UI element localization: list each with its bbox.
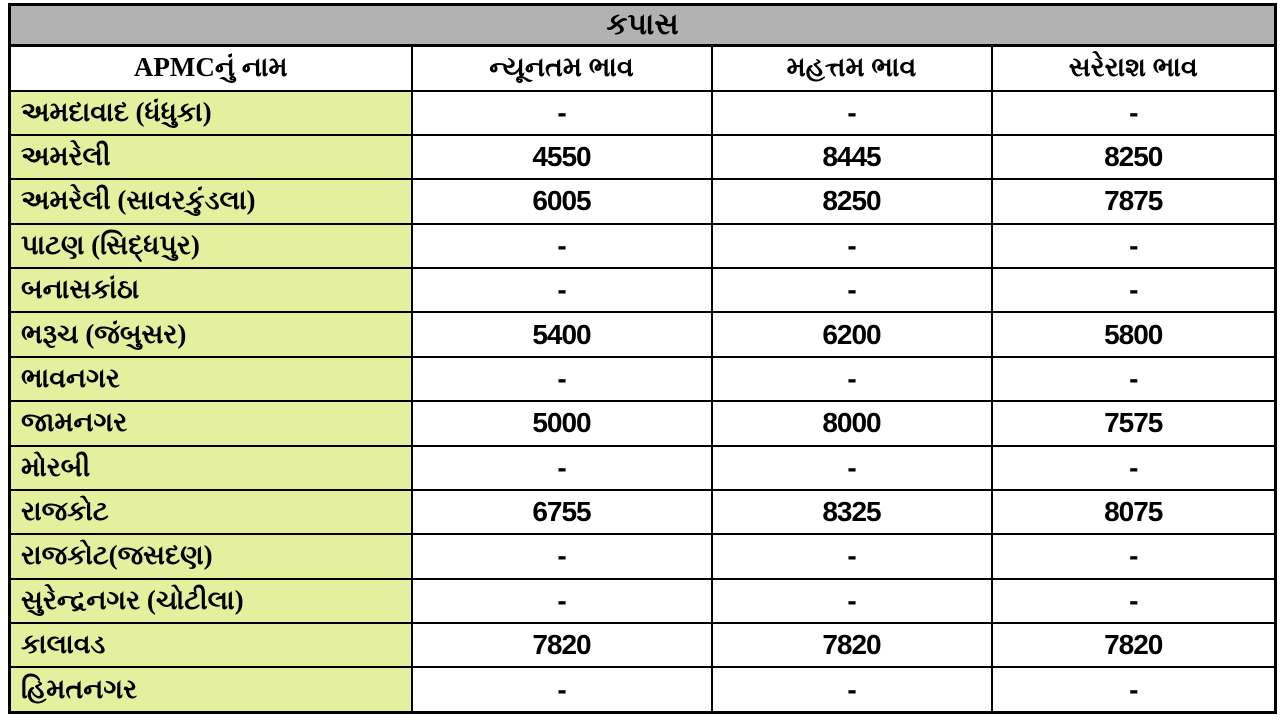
column-header-min-price: ન્યૂનતમ ભાવ (410, 44, 713, 92)
apmc-name-cell: ભાવનગર (8, 355, 413, 403)
table-title-row: કપાસ (8, 3, 1277, 47)
table-row: અમરેલી (સાવરકુંડલા) 6005 8250 7875 (8, 178, 1277, 225)
price-value-cell: 7575 (990, 400, 1277, 447)
price-value-cell: 7820 (410, 621, 713, 669)
commodity-title: કપાસ (8, 3, 1277, 47)
apmc-name-cell: હિમતનગર (8, 666, 413, 714)
price-value-cell: - (710, 444, 993, 491)
column-header-apmc-name: APMCનું નામ (8, 44, 413, 92)
table-row: અમદાવાદ (ધંધુકા) - - - (8, 89, 1277, 136)
price-value-cell: - (990, 222, 1277, 270)
table-row: સુરેન્દ્રનગર (ચોટીલા) - - - (8, 577, 1277, 625)
price-value-cell: - (990, 666, 1277, 714)
apmc-name-cell: અમદાવાદ (ધંધુકા) (8, 89, 413, 136)
price-value-cell: 6005 (410, 178, 713, 225)
table-row: પાટણ (સિદ્ધપુર) - - - (8, 222, 1277, 270)
apmc-name-cell: અમરેલી (સાવરકુંડલા) (8, 178, 413, 225)
price-value-cell: 8445 (710, 133, 993, 181)
table-row: ભાવનગર - - - (8, 355, 1277, 403)
table-row: ભરૂચ (જંબુસર) 5400 6200 5800 (8, 311, 1277, 358)
apmc-name-cell: અમરેલી (8, 133, 413, 181)
table-row: હિમતનગર - - - (8, 666, 1277, 714)
price-value-cell: - (990, 355, 1277, 403)
price-value-cell: - (410, 444, 713, 491)
price-value-cell: 8075 (990, 488, 1277, 536)
table-row: મોરબી - - - (8, 444, 1277, 491)
apmc-name-cell: રાજકોટ (8, 488, 413, 536)
column-header-avg-price: સરેરાશ ભાવ (990, 44, 1277, 92)
table-row: અમરેલી 4550 8445 8250 (8, 133, 1277, 181)
price-value-cell: 7820 (990, 621, 1277, 669)
table-row: રાજકોટ(જસદણ) - - - (8, 533, 1277, 580)
table-row: જામનગર 5000 8000 7575 (8, 400, 1277, 447)
price-value-cell: - (990, 89, 1277, 136)
price-value-cell: - (710, 666, 993, 714)
price-value-cell: - (990, 577, 1277, 625)
apmc-name-cell: મોરબી (8, 444, 413, 491)
apmc-name-cell: ભરૂચ (જંબુસર) (8, 311, 413, 358)
price-value-cell: - (410, 89, 713, 136)
price-value-cell: 7820 (710, 621, 993, 669)
table-row: કાલાવડ 7820 7820 7820 (8, 621, 1277, 669)
price-value-cell: 8250 (990, 133, 1277, 181)
price-value-cell: 6200 (710, 311, 993, 358)
price-value-cell: 6755 (410, 488, 713, 536)
table-row: બનાસકાંઠા - - - (8, 266, 1277, 314)
price-value-cell: - (710, 222, 993, 270)
price-value-cell: 8250 (710, 178, 993, 225)
price-value-cell: 5800 (990, 311, 1277, 358)
price-value-cell: 8000 (710, 400, 993, 447)
price-value-cell: - (990, 533, 1277, 580)
price-value-cell: - (710, 533, 993, 580)
table-body: અમદાવાદ (ધંધુકા) - - - અમરેલી 4550 8445 8250 અમર… (8, 89, 1277, 714)
price-value-cell: 5400 (410, 311, 713, 358)
price-value-cell: 8325 (710, 488, 993, 536)
apmc-name-cell: જામનગર (8, 400, 413, 447)
price-value-cell: 7875 (990, 178, 1277, 225)
price-value-cell: - (990, 444, 1277, 491)
price-value-cell: - (410, 666, 713, 714)
price-value-cell: - (710, 355, 993, 403)
price-value-cell: - (990, 266, 1277, 314)
apmc-name-cell: પાટણ (સિદ્ધપુર) (8, 222, 413, 270)
apmc-name-cell: સુરેન્દ્રનગર (ચોટીલા) (8, 577, 413, 625)
price-value-cell: 5000 (410, 400, 713, 447)
apmc-name-cell: કાલાવડ (8, 621, 413, 669)
table-header-row: APMCનું નામ ન્યૂનતમ ભાવ મહત્તમ ભાવ સરેરા… (8, 44, 1277, 92)
price-value-cell: - (410, 533, 713, 580)
price-value-cell: - (410, 222, 713, 270)
apmc-name-cell: બનાસકાંઠા (8, 266, 413, 314)
price-value-cell: - (710, 266, 993, 314)
column-header-max-price: મહત્તમ ભાવ (710, 44, 993, 92)
apmc-name-cell: રાજકોટ(જસદણ) (8, 533, 413, 580)
apmc-price-table: કપાસ APMCનું નામ ન્યૂનતમ ભાવ મહત્તમ ભાવ … (8, 3, 1277, 714)
price-value-cell: - (410, 266, 713, 314)
price-value-cell: - (710, 577, 993, 625)
table-row: રાજકોટ 6755 8325 8075 (8, 488, 1277, 536)
price-value-cell: 4550 (410, 133, 713, 181)
price-value-cell: - (410, 355, 713, 403)
price-value-cell: - (710, 89, 993, 136)
price-value-cell: - (410, 577, 713, 625)
